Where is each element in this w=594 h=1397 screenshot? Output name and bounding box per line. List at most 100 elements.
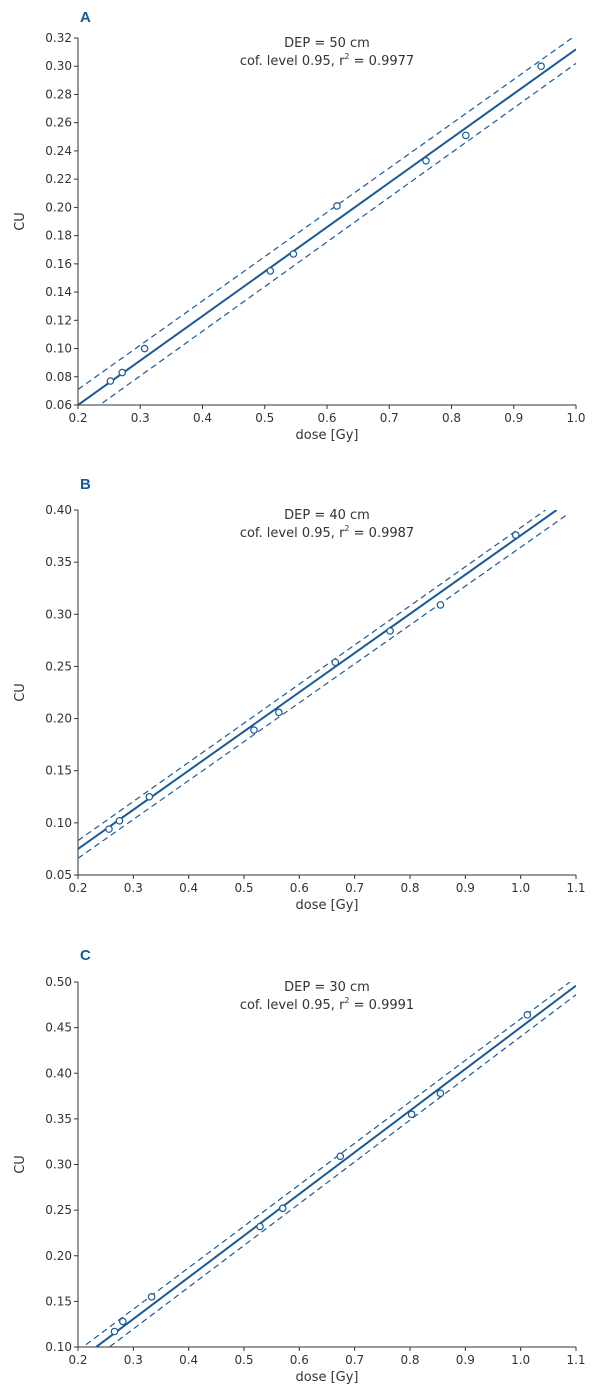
annotation-fit-superscript: 2 <box>344 996 349 1005</box>
annotation-fit-suffix: = 0.9987 <box>350 526 415 541</box>
annotation-fit-prefix: cof. level 0.95, r <box>240 54 345 69</box>
y-tick-label: 0.30 <box>45 607 72 621</box>
data-point <box>407 1110 416 1119</box>
x-tick-label: 0.4 <box>179 881 198 895</box>
x-tick-label: 0.2 <box>68 411 87 425</box>
y-tick-label: 0.45 <box>45 1021 72 1035</box>
data-point <box>336 1152 345 1161</box>
x-tick-label: 0.9 <box>456 881 475 895</box>
regression-line <box>78 510 558 850</box>
y-tick-label: 0.20 <box>45 712 72 726</box>
x-tick-label: 0.2 <box>68 881 87 895</box>
x-tick-label: 0.8 <box>400 1353 419 1367</box>
y-tick-label: 0.35 <box>45 555 72 569</box>
data-point <box>333 202 341 210</box>
annotation-fit-prefix: cof. level 0.95, r <box>240 998 345 1013</box>
y-tick-label: 0.40 <box>45 1066 72 1080</box>
y-tick-label: 0.08 <box>45 370 72 384</box>
data-point <box>289 250 298 258</box>
data-point <box>523 1011 532 1019</box>
data-point <box>140 344 149 353</box>
x-tick-label: 0.6 <box>290 881 309 895</box>
x-tick-label: 0.9 <box>504 411 523 425</box>
chart-panel-c: C 0.10 0.15 0.20 0.25 0.30 0.35 0.40 0.45 0.50 0.2… <box>13 947 586 1385</box>
data-point <box>278 1204 287 1213</box>
panel-label: B <box>80 476 91 493</box>
y-tick-label: 0.25 <box>45 659 72 673</box>
x-tick-label: 0.2 <box>68 1353 87 1367</box>
x-tick-label: 0.9 <box>456 1353 475 1367</box>
data-point <box>105 825 113 833</box>
y-tick-label: 0.20 <box>45 1249 72 1263</box>
ci-lower-line <box>78 513 569 859</box>
ci-upper-line <box>78 38 574 390</box>
y-tick-label: 0.05 <box>45 868 72 882</box>
ci-upper-line <box>78 510 546 842</box>
annotation-fit-superscript: 2 <box>344 524 349 533</box>
y-tick-label: 0.50 <box>45 975 72 989</box>
y-tick-label: 0.25 <box>45 1203 72 1217</box>
ci-lower-line <box>108 994 576 1347</box>
data-point <box>422 157 430 165</box>
ci-upper-line <box>81 982 571 1347</box>
annotation-dep: DEP = 50 cm <box>284 36 370 51</box>
x-tick-label: 0.8 <box>400 881 419 895</box>
annotation-fit-stats: cof. level 0.95, r2 = 0.9991 <box>240 996 414 1013</box>
annotation-dep: DEP = 30 cm <box>284 980 370 995</box>
x-axis-label: dose [Gy] <box>295 898 358 913</box>
y-tick-label: 0.10 <box>45 816 72 830</box>
x-tick-label: 0.8 <box>442 411 461 425</box>
data-point <box>115 816 124 825</box>
x-tick-label: 0.5 <box>255 411 274 425</box>
data-point <box>436 601 445 609</box>
data-point <box>118 368 126 377</box>
y-axis-label: CU <box>13 683 28 702</box>
x-tick-label: 0.4 <box>179 1353 198 1367</box>
x-tick-label: 0.4 <box>193 411 212 425</box>
x-tick-label: 0.5 <box>234 1353 253 1367</box>
chart-panel-b: B 0.05 0.10 0.15 0.20 0.25 0.30 0.35 0.40 0.2 0.3 0… <box>13 476 586 913</box>
y-tick-label: 0.40 <box>45 503 72 517</box>
data-point <box>436 1089 445 1098</box>
y-tick-label: 0.30 <box>45 1158 72 1172</box>
y-tick-label: 0.12 <box>45 313 72 327</box>
data-point <box>106 377 115 385</box>
y-tick-label: 0.20 <box>45 200 72 214</box>
data-point <box>331 658 340 667</box>
x-tick-label: 1.0 <box>511 1353 530 1367</box>
y-tick-label: 0.28 <box>45 87 72 101</box>
data-point <box>147 1293 156 1301</box>
data-point <box>145 792 154 801</box>
regression-line <box>94 984 576 1347</box>
y-tick-label: 0.10 <box>45 342 72 356</box>
x-tick-label: 1.0 <box>566 411 585 425</box>
data-point <box>119 1317 127 1326</box>
x-tick-label: 0.3 <box>131 411 150 425</box>
y-tick-label: 0.16 <box>45 257 72 271</box>
annotation-fit-suffix: = 0.9977 <box>350 54 415 69</box>
annotation-fit-stats: cof. level 0.95, r2 = 0.9987 <box>240 524 414 541</box>
y-tick-label: 0.14 <box>45 285 72 299</box>
data-point <box>537 62 545 71</box>
x-tick-label: 0.6 <box>317 411 336 425</box>
annotation-fit-stats: cof. level 0.95, r2 = 0.9977 <box>240 52 414 69</box>
data-point <box>462 131 470 140</box>
y-tick-label: 0.32 <box>45 31 72 45</box>
x-tick-label: 0.7 <box>345 1353 364 1367</box>
y-tick-label: 0.35 <box>45 1112 72 1126</box>
y-tick-label: 0.15 <box>45 764 72 778</box>
x-axis-label: dose [Gy] <box>295 1370 358 1385</box>
x-tick-label: 0.5 <box>234 881 253 895</box>
x-tick-label: 0.3 <box>124 1353 143 1367</box>
x-tick-label: 0.3 <box>124 881 143 895</box>
x-tick-label: 1.1 <box>566 881 585 895</box>
data-point <box>266 267 275 275</box>
y-tick-label: 0.06 <box>45 398 72 412</box>
data-point <box>275 708 283 717</box>
data-point <box>256 1222 264 1231</box>
x-axis-label: dose [Gy] <box>295 428 358 443</box>
annotation-fit-suffix: = 0.9991 <box>350 998 415 1013</box>
annotation-dep: DEP = 40 cm <box>284 508 370 523</box>
panel-label: C <box>80 947 91 964</box>
